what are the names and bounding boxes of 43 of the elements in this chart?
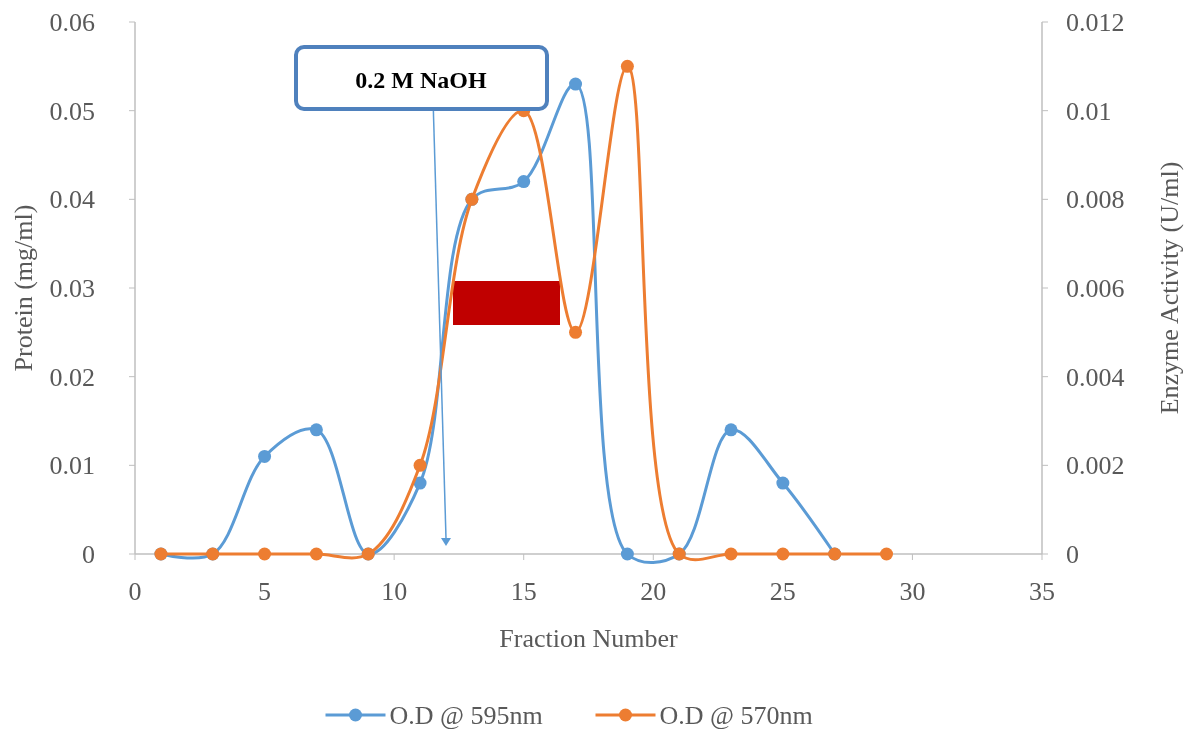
point — [309, 547, 323, 561]
x-tick-label: 35 — [1029, 577, 1055, 606]
x-tick-label: 5 — [258, 577, 272, 606]
point — [620, 59, 634, 73]
y-tick-label: 0.06 — [49, 8, 95, 37]
point — [569, 325, 583, 339]
x-tick-label: 20 — [640, 577, 667, 606]
y-tick-label: 0 — [82, 540, 95, 569]
y-tick-label: 0.03 — [49, 274, 95, 303]
legend-label: O.D @ 595nm — [389, 701, 543, 730]
point — [258, 547, 272, 561]
annotation: 0.2 M NaOH — [355, 67, 487, 93]
point — [517, 175, 531, 189]
point — [258, 449, 272, 463]
y-tick-label: 0.05 — [49, 96, 95, 126]
x-tick-label: 10 — [381, 577, 408, 606]
point — [776, 547, 790, 561]
x-tick-label: 25 — [769, 577, 796, 606]
x-axis-title: Fraction Number — [499, 624, 679, 653]
y2-tick-label: 0 — [1066, 540, 1079, 569]
y2-tick-label: 0.006 — [1066, 274, 1125, 303]
x-tick-label: 30 — [899, 577, 926, 606]
point — [569, 77, 583, 91]
y2-tick-label: 0.012 — [1066, 8, 1125, 37]
point — [880, 547, 894, 561]
point — [776, 476, 790, 490]
y-tick-label: 0.01 — [49, 451, 95, 481]
y2-tick-label: 0.01 — [1066, 96, 1112, 126]
y2-tick-label: 0.008 — [1066, 185, 1125, 215]
y-tick-label: 0.04 — [49, 185, 95, 215]
point — [309, 423, 323, 437]
y2-axis-title: Enzyme Activity (U/ml) — [1155, 161, 1184, 415]
x-tick-label: 15 — [510, 577, 537, 606]
x-tick-label: 0 — [128, 577, 142, 606]
y-axis-title: Protein (mg/ml) — [9, 204, 38, 372]
y2-tick-label: 0.002 — [1066, 451, 1125, 481]
point — [413, 458, 427, 472]
point — [620, 547, 634, 561]
point — [724, 423, 738, 437]
y2-tick-label: 0.004 — [1066, 362, 1125, 392]
y-tick-label: 0.02 — [49, 362, 95, 392]
legend-label: O.D @ 570nm — [659, 701, 813, 730]
point — [724, 547, 738, 561]
